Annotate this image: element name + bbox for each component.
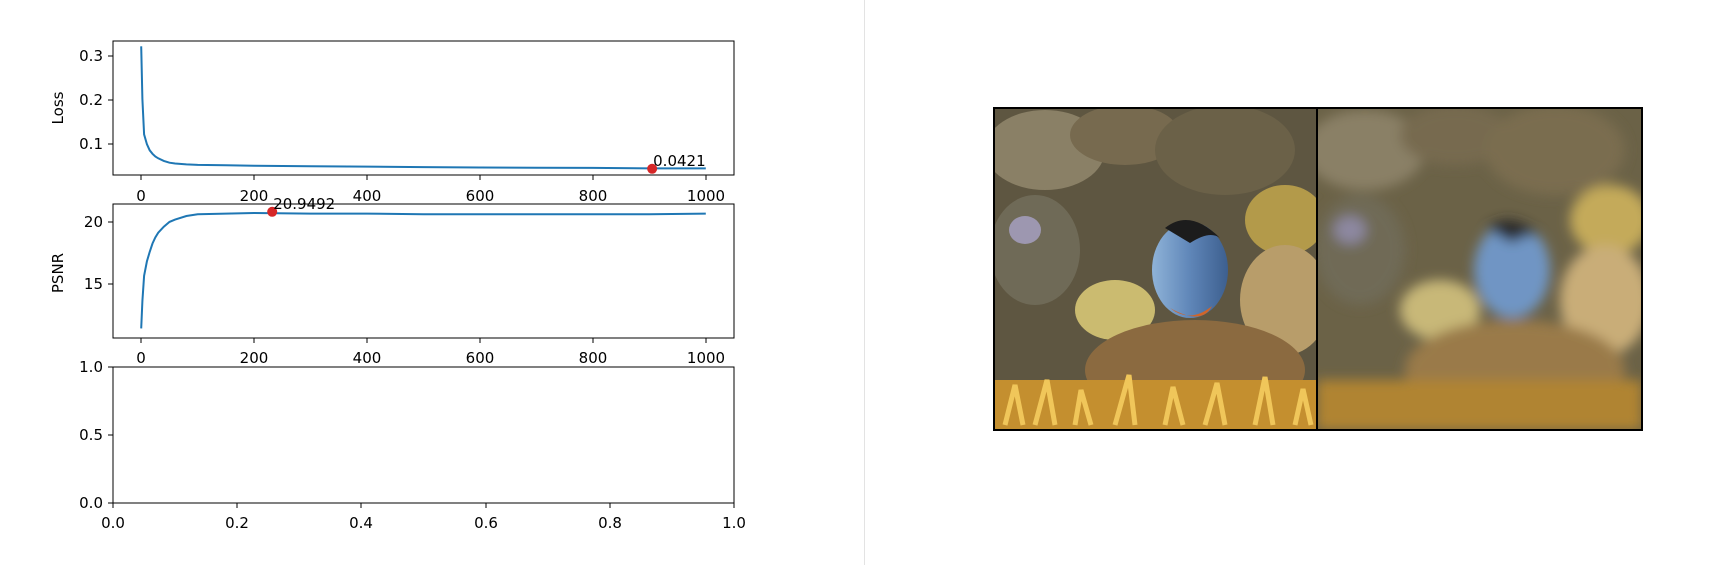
loss-y-axis-label: Loss <box>49 91 67 124</box>
loss-x-tick-label: 400 <box>353 187 382 205</box>
psnr-x-tick-label: 400 <box>353 349 382 367</box>
psnr-y-tick-label: 15 <box>84 275 103 293</box>
empty-x-tick-label: 0.2 <box>225 514 249 532</box>
empty-x-tick-label: 1.0 <box>722 514 746 532</box>
loss-min-value-label: 0.0421 <box>653 152 706 170</box>
empty-plot-frame <box>112 366 735 504</box>
empty-x-tick-label: 0.8 <box>598 514 622 532</box>
psnr-x-tick-label: 0 <box>136 349 146 367</box>
psnr-max-marker <box>267 206 278 217</box>
empty-x-tick-label: 0.4 <box>349 514 373 532</box>
empty-y-tick-label: 0.0 <box>79 494 103 512</box>
psnr-series-line <box>140 211 706 329</box>
loss-min-marker <box>647 163 658 174</box>
training-charts-figure: Loss 0.3 0.2 0.1 0 200 400 600 800 1000 … <box>49 40 746 532</box>
figure-divider <box>864 0 865 565</box>
loss-x-tick-label: 600 <box>466 187 495 205</box>
psnr-y-axis-label: PSNR <box>49 253 67 293</box>
loss-x-tick-label: 0 <box>136 187 146 205</box>
loss-series-line <box>140 46 706 170</box>
loss-x-tick-label: 200 <box>240 187 269 205</box>
psnr-x-tick-label: 600 <box>466 349 495 367</box>
loss-x-tick-label: 1000 <box>687 187 725 205</box>
loss-y-tick-label: 0.2 <box>79 91 103 109</box>
psnr-y-tick-label: 20 <box>84 213 103 231</box>
empty-x-tick-label: 0.6 <box>474 514 498 532</box>
reconstructed-image <box>1317 108 1642 430</box>
empty-chart: 1.0 0.5 0.0 0.0 0.2 0.4 0.6 0.8 1.0 <box>79 358 746 532</box>
psnr-x-tick-label: 800 <box>579 349 608 367</box>
ground-truth-image <box>994 108 1317 430</box>
psnr-x-tick-label: 1000 <box>687 349 725 367</box>
psnr-x-tick-label: 200 <box>240 349 269 367</box>
empty-y-tick-label: 1.0 <box>79 358 103 376</box>
psnr-chart: PSNR 20 15 0 200 400 600 800 1000 20.949… <box>49 195 735 367</box>
loss-y-tick-label: 0.3 <box>79 47 103 65</box>
loss-chart: Loss 0.3 0.2 0.1 0 200 400 600 800 1000 … <box>49 40 735 205</box>
loss-plot-frame <box>112 40 735 176</box>
image-comparison-figure <box>993 107 1643 431</box>
loss-y-tick-label: 0.1 <box>79 135 103 153</box>
psnr-plot-frame <box>112 203 735 339</box>
loss-x-tick-label: 800 <box>579 187 608 205</box>
empty-y-tick-label: 0.5 <box>79 426 103 444</box>
reconstructed-image-frame <box>1316 107 1643 431</box>
psnr-max-value-label: 20.9492 <box>273 195 335 213</box>
empty-x-tick-label: 0.0 <box>101 514 125 532</box>
